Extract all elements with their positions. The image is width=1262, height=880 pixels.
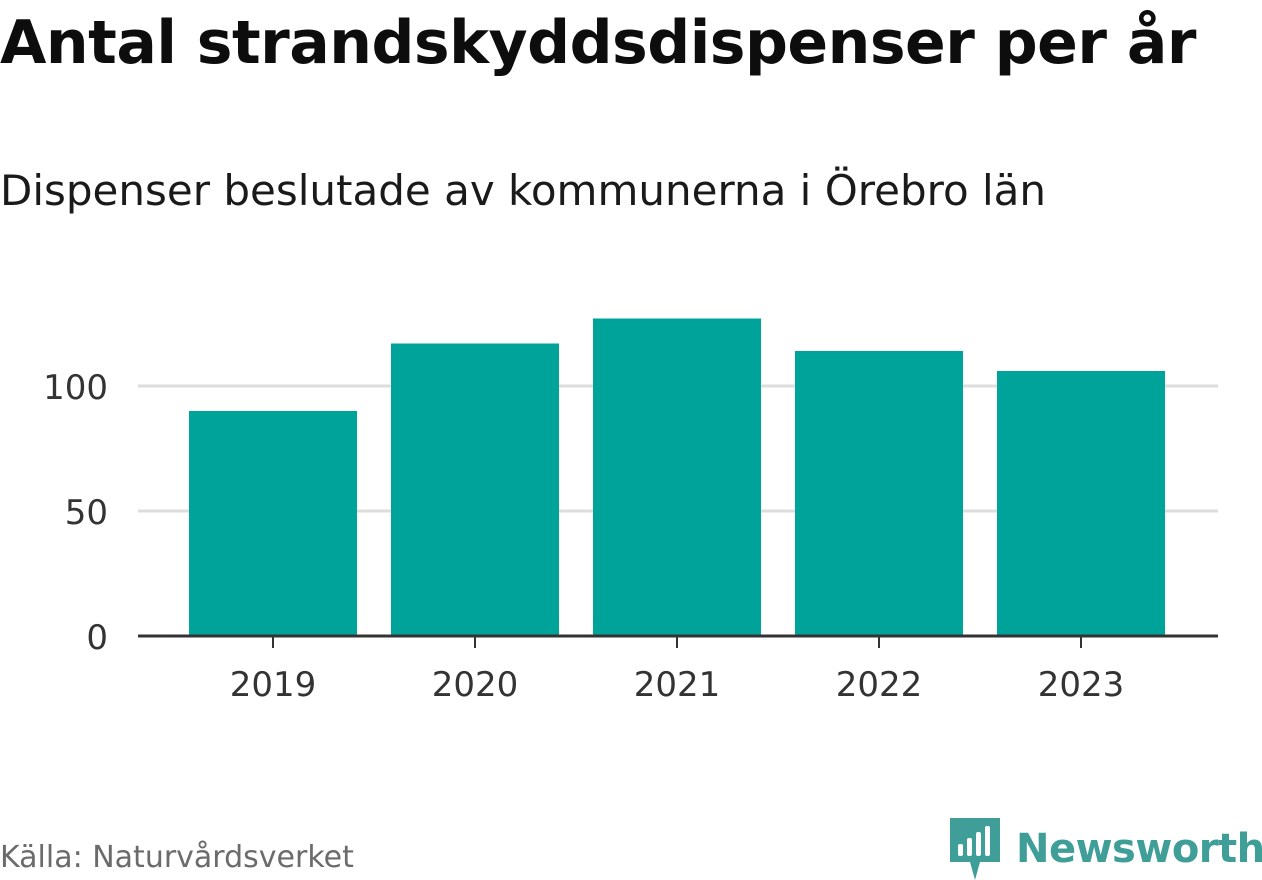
x-tick-label: 2022 bbox=[836, 665, 923, 705]
x-tick-label: 2021 bbox=[634, 665, 721, 705]
x-tick-labels: 2019 2020 2021 2022 2023 bbox=[230, 665, 1125, 705]
chart-title: Antal strandskyddsdispenser per år bbox=[0, 8, 1196, 78]
y-tick-label: 0 bbox=[86, 618, 108, 658]
bar-2022 bbox=[795, 351, 963, 636]
bars bbox=[189, 318, 1165, 636]
bar-2021 bbox=[593, 318, 761, 636]
y-tick-labels: 0 50 100 bbox=[43, 368, 108, 658]
bar-2020 bbox=[391, 343, 559, 636]
x-tick-label: 2020 bbox=[432, 665, 519, 705]
y-tick-label: 50 bbox=[65, 493, 108, 533]
brand-logo: Newsworthy bbox=[950, 818, 1262, 880]
x-axis bbox=[138, 634, 1218, 648]
bar-2023 bbox=[997, 371, 1165, 636]
newsworthy-logo-icon bbox=[950, 818, 1000, 880]
x-tick-label: 2023 bbox=[1038, 665, 1125, 705]
y-tick-label: 100 bbox=[43, 368, 108, 408]
source-note: Källa: Naturvårdsverket bbox=[0, 840, 354, 875]
bar-2019 bbox=[189, 411, 357, 636]
chart-subtitle: Dispenser beslutade av kommunerna i Öreb… bbox=[0, 166, 1047, 215]
x-tick-label: 2019 bbox=[230, 665, 317, 705]
brand-name: Newsworthy bbox=[1016, 826, 1262, 872]
